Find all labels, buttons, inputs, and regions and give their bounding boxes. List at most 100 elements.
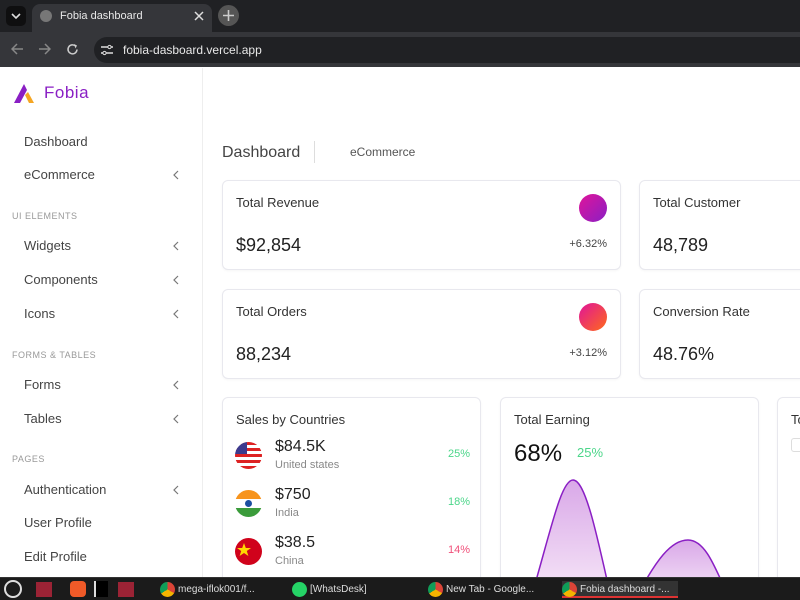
total-revenue-card: Total Revenue $92,854 +6.32% [222, 180, 621, 270]
earning-series-line [536, 479, 608, 577]
browser-tab[interactable]: Fobia dashboard [32, 4, 212, 32]
app-icon[interactable] [36, 582, 52, 597]
total-earning-card: Total Earning 68% 25% [500, 397, 759, 577]
country-amount: $38.5 [275, 534, 316, 551]
address-bar-area: fobia-dasboard.vercel.app [0, 32, 800, 67]
sidebar-item-tables[interactable]: Tables [24, 411, 62, 426]
tab-title: Fobia dashboard [60, 10, 143, 22]
whatsapp-icon [292, 582, 307, 597]
chevron-down-icon [11, 13, 21, 20]
country-name: China [275, 555, 304, 567]
country-name: United states [275, 459, 340, 471]
sidebar-item-components[interactable]: Components [24, 272, 98, 287]
url-text: fobia-dasboard.vercel.app [123, 43, 262, 57]
sidebar-item-icons[interactable]: Icons [24, 306, 56, 321]
card-title: To [791, 412, 800, 427]
card-title: Total Customer [653, 195, 741, 210]
globe-icon [40, 10, 52, 22]
sidebar-item-widgets[interactable]: Widgets [24, 238, 71, 253]
taskbar-item[interactable]: New Tab - Google... [428, 581, 534, 598]
country-amount: $750 [275, 486, 311, 503]
terminal-icon[interactable] [94, 581, 108, 597]
page-title: Dashboard [222, 144, 301, 161]
forward-icon[interactable] [38, 43, 51, 55]
section-forms-tables: FORMS & TABLES [12, 350, 97, 360]
reload-icon[interactable] [66, 43, 79, 56]
chevron-left-icon [173, 380, 179, 390]
sidebar-item-authentication[interactable]: Authentication [24, 482, 107, 497]
taskbar: mega-iflok001/f... [WhatsDesk] New Tab -… [0, 577, 800, 600]
country-row: $38.5 China 14% [235, 534, 470, 574]
card-control[interactable] [791, 438, 800, 452]
chevron-left-icon [173, 170, 179, 180]
fobia-logo-icon [14, 84, 34, 103]
india-flag-icon [235, 490, 262, 517]
section-ui-elements: UI ELEMENTS [12, 211, 78, 221]
main-content: Dashboard eCommerce Total Revenue $92,85… [203, 68, 800, 577]
brand-name: Fobia [44, 83, 90, 102]
country-amount: $84.5K [275, 438, 326, 455]
section-pages: PAGES [12, 454, 45, 464]
url-input[interactable]: fobia-dasboard.vercel.app [94, 37, 800, 63]
site-settings-icon[interactable] [100, 43, 114, 57]
chevron-left-icon [173, 485, 179, 495]
taskbar-item[interactable]: mega-iflok001/f... [160, 581, 255, 598]
earning-area-chart [536, 479, 721, 577]
country-percent: 18% [447, 496, 470, 508]
orders-icon [579, 303, 607, 331]
country-row: $750 India 18% [235, 486, 470, 526]
chevron-left-icon [173, 275, 179, 285]
chrome-icon [160, 582, 175, 597]
logo[interactable]: Fobia [12, 82, 89, 104]
third-card: To [777, 397, 800, 577]
plus-icon [223, 10, 234, 21]
card-value: 48.76% [653, 344, 715, 364]
chrome-icon [428, 582, 443, 597]
card-value: 88,234 [236, 344, 292, 364]
chevron-left-icon [173, 241, 179, 251]
taskbar-item-active[interactable]: Fobia dashboard -... [562, 581, 678, 598]
sidebar: Fobia Dashboard eCommerce UI ELEMENTS Wi… [0, 68, 203, 577]
revenue-icon [579, 194, 607, 222]
page: Fobia Dashboard eCommerce UI ELEMENTS Wi… [0, 68, 800, 577]
card-value: $92,854 [236, 235, 302, 255]
card-title: Total Revenue [236, 195, 320, 210]
earning-value: 68% [514, 440, 563, 467]
sidebar-item-forms[interactable]: Forms [24, 377, 61, 392]
total-customer-card: Total Customer 48,789 [639, 180, 800, 270]
us-flag-icon [235, 442, 262, 469]
new-tab-button[interactable] [218, 5, 239, 26]
sidebar-item-ecommerce[interactable]: eCommerce [24, 167, 95, 182]
sidebar-item-dashboard[interactable]: Dashboard [24, 134, 88, 149]
conversion-rate-card: Conversion Rate 48.76% [639, 289, 800, 379]
earning-change: 25% [577, 445, 604, 460]
chevron-left-icon [173, 414, 179, 424]
chevron-left-icon [173, 309, 179, 319]
browser-tabbar: Fobia dashboard [0, 0, 800, 32]
sidebar-item-user-profile[interactable]: User Profile [24, 515, 92, 530]
close-tab-icon[interactable] [194, 11, 204, 21]
sales-by-countries-card: Sales by Countries $84.5K United states … [222, 397, 481, 577]
country-percent: 25% [447, 448, 470, 460]
breadcrumb-current[interactable]: eCommerce [350, 145, 416, 159]
earning-series-line [646, 539, 721, 577]
china-flag-icon [235, 538, 262, 565]
card-change: +3.12% [569, 347, 607, 359]
sidebar-item-edit-profile[interactable]: Edit Profile [24, 549, 87, 564]
start-menu-icon[interactable] [4, 580, 22, 598]
card-title: Conversion Rate [653, 304, 750, 319]
card-value: 48,789 [653, 235, 709, 255]
app-icon[interactable] [70, 581, 86, 597]
chrome-icon [562, 582, 577, 597]
total-orders-card: Total Orders 88,234 +3.12% [222, 289, 621, 379]
folder-icon[interactable] [118, 582, 134, 597]
country-row: $84.5K United states 25% [235, 438, 470, 478]
back-icon[interactable] [11, 43, 24, 55]
breadcrumb-divider [314, 141, 315, 163]
card-title: Total Orders [236, 304, 307, 319]
tab-list-button[interactable] [6, 6, 26, 26]
card-title: Total Earning [514, 412, 590, 427]
taskbar-item[interactable]: [WhatsDesk] [292, 581, 367, 598]
card-change: +6.32% [569, 238, 607, 250]
card-title: Sales by Countries [236, 412, 346, 427]
